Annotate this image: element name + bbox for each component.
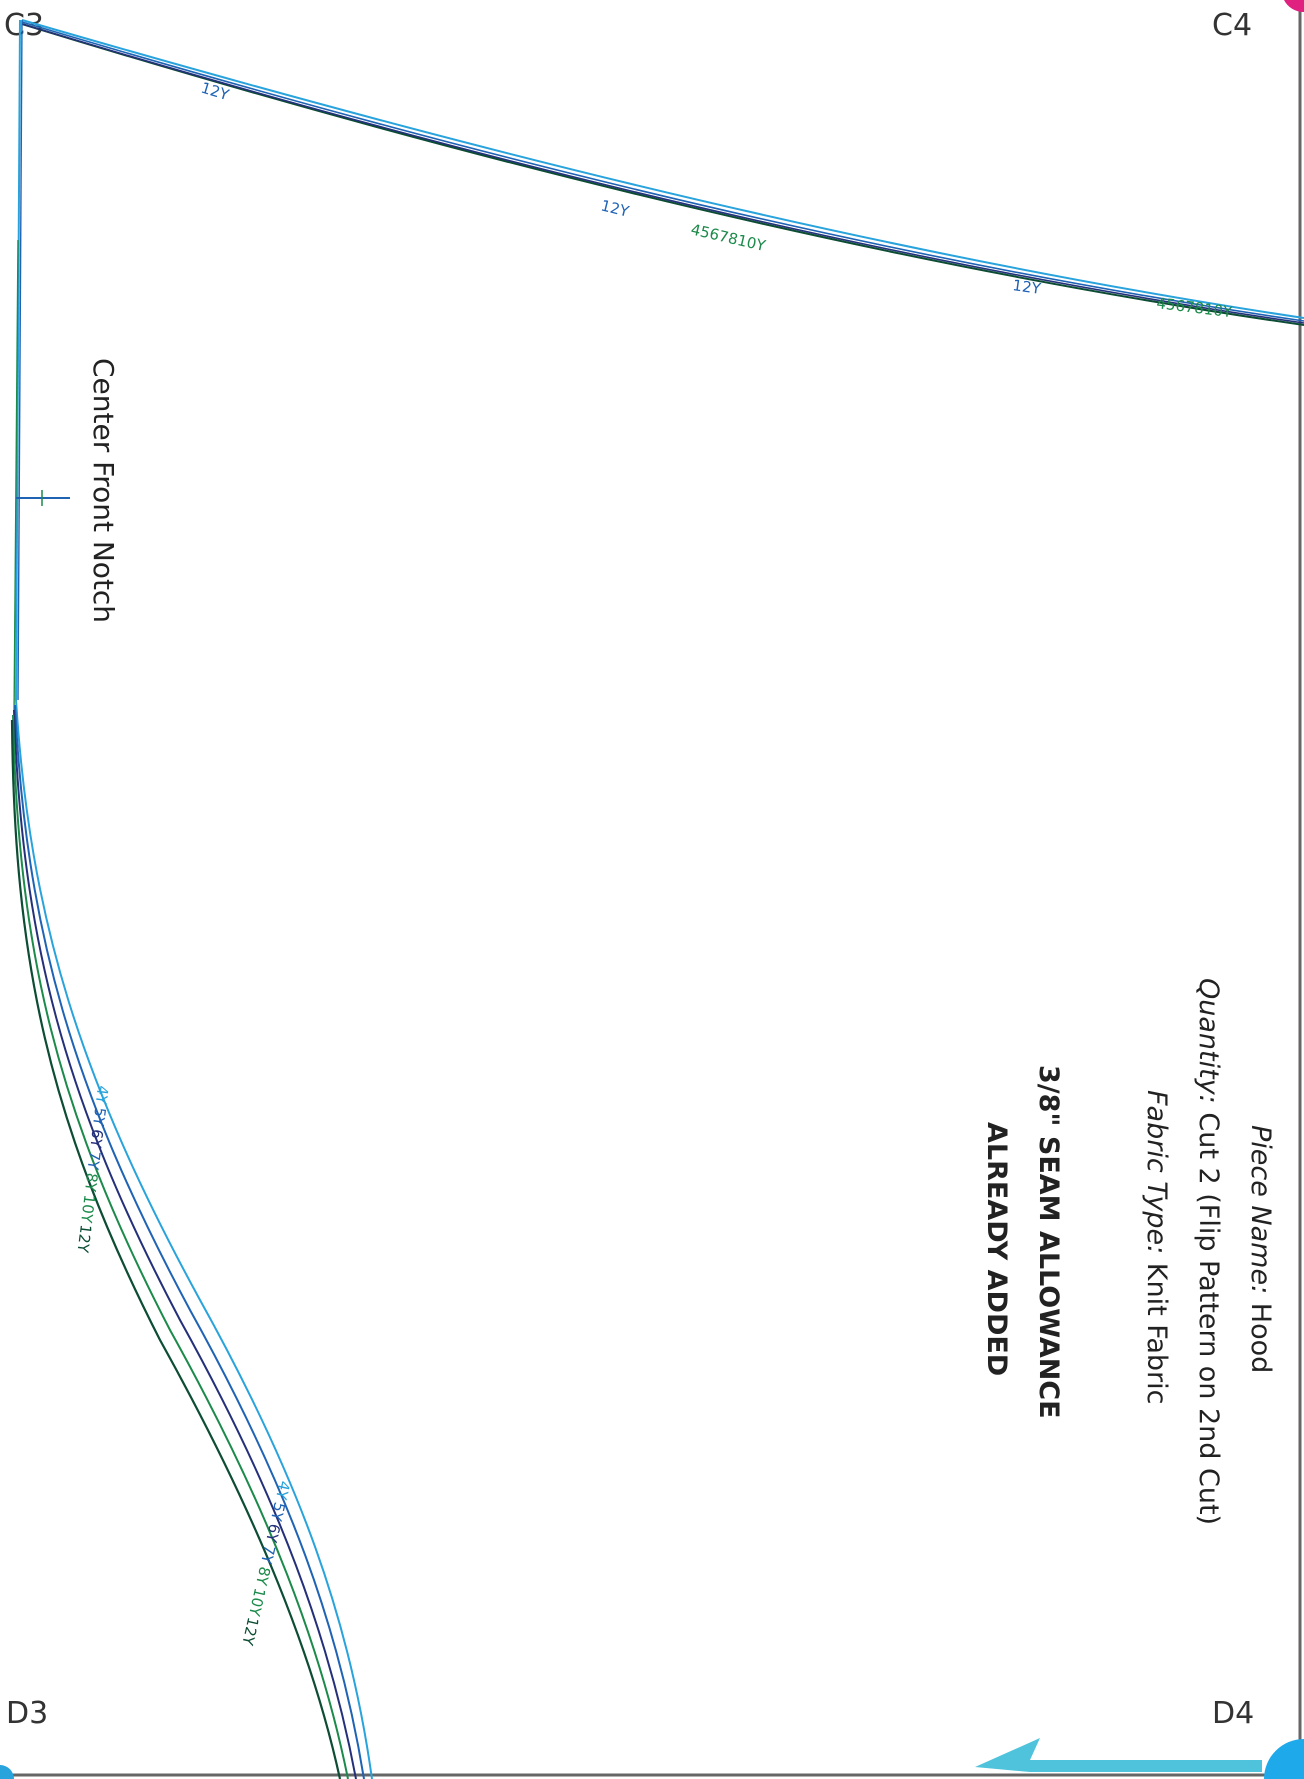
fabric-type-label: Fabric Type: (1141, 1090, 1172, 1255)
curve-upper-label-4y: 4Y (92, 1085, 112, 1107)
piece-name-label: Piece Name: (1245, 1125, 1276, 1295)
size-labels-curve-upper: 4Y 5Y 6Y 7Y 8Y 10Y 12Y (73, 1085, 111, 1255)
fabric-type-line: Fabric Type: Knit Fabric (1141, 1090, 1172, 1404)
curve-upper-label-12y: 12Y (73, 1223, 94, 1254)
top-curve-blue (21, 21, 1304, 322)
seam-allowance-line-2: ALREADY ADDED (981, 1122, 1012, 1377)
lower-curve-blue (14, 704, 365, 1779)
cyan-corner-dot-left (0, 1765, 14, 1779)
center-front-line-blue (17, 19, 23, 701)
size-label-top-c: 12Y (1011, 276, 1042, 298)
size-label-top-b: 12Y (599, 196, 632, 221)
top-curve-navy (21, 23, 1304, 324)
corner-label-d4: D4 (1212, 1696, 1255, 1731)
center-front-notch-label: Center Front Notch (87, 358, 120, 624)
piece-name-value: Hood (1245, 1294, 1276, 1374)
size-label-top-d: 4567810Y (689, 220, 768, 255)
size-labels-curve-lower: 4Y 5Y 6Y 7Y 8Y 10Y 12Y (238, 1479, 294, 1648)
lower-curve-green (12, 714, 349, 1779)
curve-lower-label-6y: 6Y (262, 1522, 284, 1545)
size-label-top-e: 4567810Y (1156, 294, 1234, 321)
corner-label-d3: D3 (6, 1696, 49, 1731)
top-curve-sky (21, 19, 1304, 319)
curve-lower-label-5y: 5Y (267, 1501, 289, 1524)
curve-lower-label-12y: 12Y (238, 1616, 262, 1648)
curve-lower-label-8y: 8Y (252, 1565, 274, 1588)
lower-curve-navy (13, 709, 357, 1779)
grainline-arrow-icon (975, 1738, 1262, 1772)
top-curve-dark-green (21, 23, 1304, 326)
piece-name-line: Piece Name: Hood (1245, 1125, 1276, 1373)
curve-upper-label-5y: 5Y (89, 1106, 109, 1128)
quantity-label: Quantity: (1193, 978, 1224, 1104)
curve-upper-label-7y: 7Y (84, 1150, 104, 1172)
center-front-line-green (13, 239, 19, 721)
quantity-line: Quantity: Cut 2 (Flip Pattern on 2nd Cut… (1193, 978, 1224, 1525)
seam-allowance-line-1: 3/8" SEAM ALLOWANCE (1033, 1065, 1064, 1419)
fabric-type-value: Knit Fabric (1141, 1254, 1172, 1405)
lower-curve-sky (15, 699, 373, 1779)
curve-upper-label-10y: 10Y (77, 1194, 98, 1225)
center-front-line-sky (15, 19, 21, 701)
cyan-corner-dot-right (1264, 1739, 1304, 1779)
curve-lower-label-10y: 10Y (245, 1586, 269, 1618)
magenta-corner-mark (1284, 0, 1304, 13)
curve-lower-label-4y: 4Y (272, 1479, 294, 1502)
curve-upper-label-8y: 8Y (81, 1172, 101, 1194)
lower-curve-dark-green (10, 719, 342, 1779)
curve-lower-label-7y: 7Y (257, 1543, 279, 1566)
quantity-value: Cut 2 (Flip Pattern on 2nd Cut) (1193, 1103, 1224, 1526)
corner-label-c4: C4 (1212, 8, 1253, 43)
curve-upper-label-6y: 6Y (86, 1128, 106, 1150)
